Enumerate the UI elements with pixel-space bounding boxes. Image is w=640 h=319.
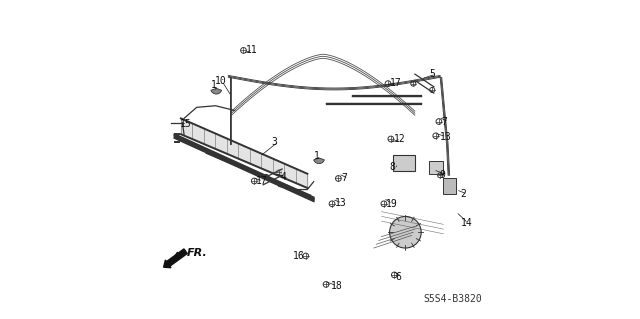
Text: 8: 8 bbox=[390, 162, 396, 172]
Text: 15: 15 bbox=[180, 119, 192, 129]
Text: 16: 16 bbox=[293, 251, 305, 261]
Bar bbox=[444, 178, 456, 194]
Text: 7: 7 bbox=[442, 117, 447, 127]
Text: FR.: FR. bbox=[186, 248, 207, 258]
Bar bbox=[393, 155, 415, 171]
Circle shape bbox=[390, 216, 421, 248]
Text: 17: 17 bbox=[390, 78, 402, 88]
Text: 9: 9 bbox=[440, 170, 445, 180]
Text: 11: 11 bbox=[246, 45, 257, 55]
Text: 12: 12 bbox=[394, 134, 406, 144]
Text: 13: 13 bbox=[440, 132, 451, 142]
Text: 5: 5 bbox=[429, 69, 435, 79]
Wedge shape bbox=[211, 88, 221, 94]
Bar bbox=[429, 161, 444, 174]
Wedge shape bbox=[314, 158, 324, 164]
Text: 1: 1 bbox=[211, 80, 217, 90]
Text: 14: 14 bbox=[461, 219, 473, 228]
Text: 6: 6 bbox=[395, 271, 401, 281]
Text: 19: 19 bbox=[386, 199, 397, 209]
Text: 3: 3 bbox=[271, 137, 277, 147]
Text: 17: 17 bbox=[256, 176, 268, 186]
Text: 2: 2 bbox=[461, 189, 467, 199]
Text: 10: 10 bbox=[215, 76, 227, 86]
Text: S5S4-B3820: S5S4-B3820 bbox=[424, 293, 482, 304]
Text: 13: 13 bbox=[335, 198, 347, 208]
Text: 18: 18 bbox=[330, 281, 342, 291]
Text: 1: 1 bbox=[314, 151, 319, 161]
Text: 7: 7 bbox=[342, 174, 348, 183]
FancyArrow shape bbox=[164, 249, 188, 268]
Text: 4: 4 bbox=[280, 172, 286, 182]
